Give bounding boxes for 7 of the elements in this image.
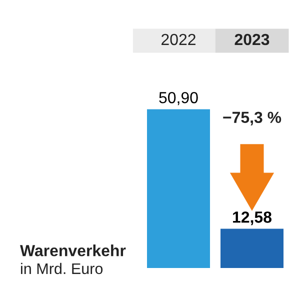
data-label: 12,58 <box>233 212 272 226</box>
annotation: −75,3 % <box>223 112 282 126</box>
data-label: 50,90 <box>159 92 198 106</box>
x-tick-label: 2022 <box>162 34 196 46</box>
x-tick-label: 2023 <box>234 34 270 46</box>
text: in Mrd. Euro <box>21 262 103 274</box>
text: Warenverkehr <box>20 244 126 256</box>
